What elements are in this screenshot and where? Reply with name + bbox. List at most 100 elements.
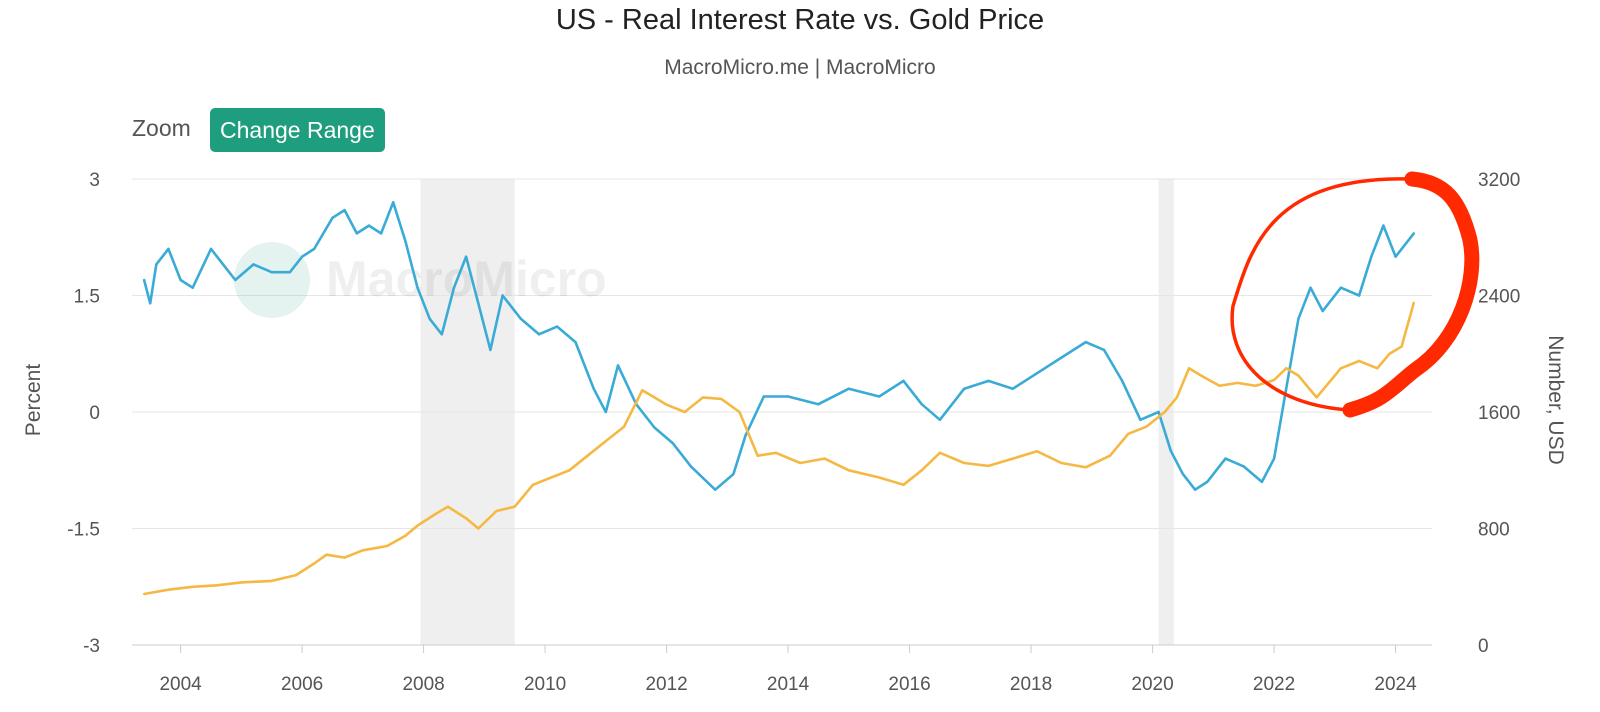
data-point	[713, 488, 717, 491]
data-point	[270, 271, 273, 274]
series-lines	[142, 201, 1416, 596]
data-point	[1193, 488, 1197, 491]
annotation-circle	[1230, 171, 1480, 418]
data-point	[1412, 232, 1415, 235]
data-point	[1060, 356, 1063, 359]
watermark: MacroMicro	[234, 242, 607, 318]
data-point	[464, 517, 468, 520]
data-point	[1357, 294, 1361, 297]
data-point	[877, 395, 881, 398]
watermark-logo-icon	[234, 242, 310, 318]
data-point	[1412, 301, 1415, 304]
data-point	[489, 348, 492, 352]
data-point	[240, 581, 243, 584]
x-tick-label: 2014	[767, 674, 810, 695]
x-tick-label: 2004	[159, 674, 202, 695]
data-point	[379, 232, 383, 235]
data-point	[877, 476, 881, 479]
data-point	[142, 592, 146, 596]
data-point	[987, 379, 990, 383]
data-point	[549, 476, 553, 479]
data-point	[1272, 457, 1276, 460]
x-tick-label: 2006	[281, 674, 323, 695]
x-tick-label: 2018	[1010, 674, 1052, 695]
change-range-button[interactable]: Change Range	[210, 108, 385, 152]
data-point	[1370, 255, 1373, 258]
data-point	[756, 454, 759, 457]
data-point	[1285, 367, 1288, 370]
data-point	[1321, 309, 1324, 313]
data-point	[1187, 367, 1191, 370]
data-point	[1206, 480, 1209, 484]
data-point	[1011, 387, 1015, 390]
data-point	[1254, 384, 1258, 387]
axes: 3 1.5 0 -1.5 -3 3200 2400 1600 800 0 2004 2006 2008 2…	[67, 170, 1520, 695]
data-point	[720, 397, 723, 401]
series-line-real-rate	[142, 201, 1415, 492]
data-point	[221, 263, 225, 266]
data-point	[622, 425, 626, 428]
data-point	[331, 216, 334, 220]
data-point	[1084, 340, 1087, 344]
data-point	[179, 278, 182, 282]
data-point	[343, 556, 346, 559]
data-point	[477, 302, 480, 305]
data-point	[799, 461, 802, 465]
data-point	[1339, 286, 1343, 289]
data-point	[1400, 345, 1403, 348]
data-point	[191, 286, 194, 289]
data-point	[938, 418, 942, 421]
data-point	[404, 239, 407, 243]
right-tick-label: 1600	[1478, 403, 1520, 424]
data-point	[537, 333, 541, 336]
left-tick-label: 1.5	[74, 287, 100, 308]
data-point	[902, 379, 905, 383]
right-tick-label: 2400	[1478, 287, 1520, 308]
data-point	[209, 247, 213, 251]
data-point	[519, 317, 522, 320]
data-point	[367, 224, 371, 227]
data-point	[683, 410, 687, 414]
data-point	[574, 340, 577, 344]
data-point	[1357, 359, 1361, 363]
x-tick-label: 2008	[402, 674, 444, 695]
data-point	[1394, 255, 1397, 258]
series-line-gold-price	[143, 302, 1416, 596]
data-point	[732, 472, 735, 476]
data-point	[167, 588, 170, 591]
data-point	[234, 278, 237, 282]
data-point	[744, 434, 747, 437]
data-point	[1297, 374, 1300, 377]
data-point	[1297, 317, 1300, 320]
x-tick-label: 2016	[888, 674, 930, 695]
data-point	[325, 553, 328, 556]
data-point	[513, 505, 516, 508]
data-point	[1145, 425, 1148, 428]
data-point	[495, 509, 498, 513]
data-point	[313, 247, 316, 251]
data-point	[604, 410, 608, 414]
data-point	[434, 512, 437, 516]
data-point	[1236, 381, 1239, 385]
data-point	[592, 387, 595, 390]
data-point	[1035, 450, 1039, 453]
data-point	[1102, 348, 1106, 352]
data-point	[1060, 461, 1063, 465]
right-tick-label: 0	[1478, 636, 1489, 657]
data-point	[738, 410, 741, 414]
data-point	[1199, 374, 1203, 377]
data-point	[531, 483, 535, 487]
data-point	[1382, 224, 1385, 227]
data-point	[653, 426, 656, 429]
data-point	[1157, 410, 1160, 414]
x-tick-label: 2010	[524, 674, 566, 695]
data-point	[847, 387, 851, 390]
data-point	[963, 387, 966, 390]
data-point	[671, 441, 674, 445]
data-point	[294, 573, 298, 577]
chart-title: US - Real Interest Rate vs. Gold Price	[555, 4, 1045, 36]
data-point	[440, 333, 444, 336]
data-point	[920, 403, 923, 406]
data-point	[1224, 457, 1227, 460]
data-point	[604, 439, 608, 443]
